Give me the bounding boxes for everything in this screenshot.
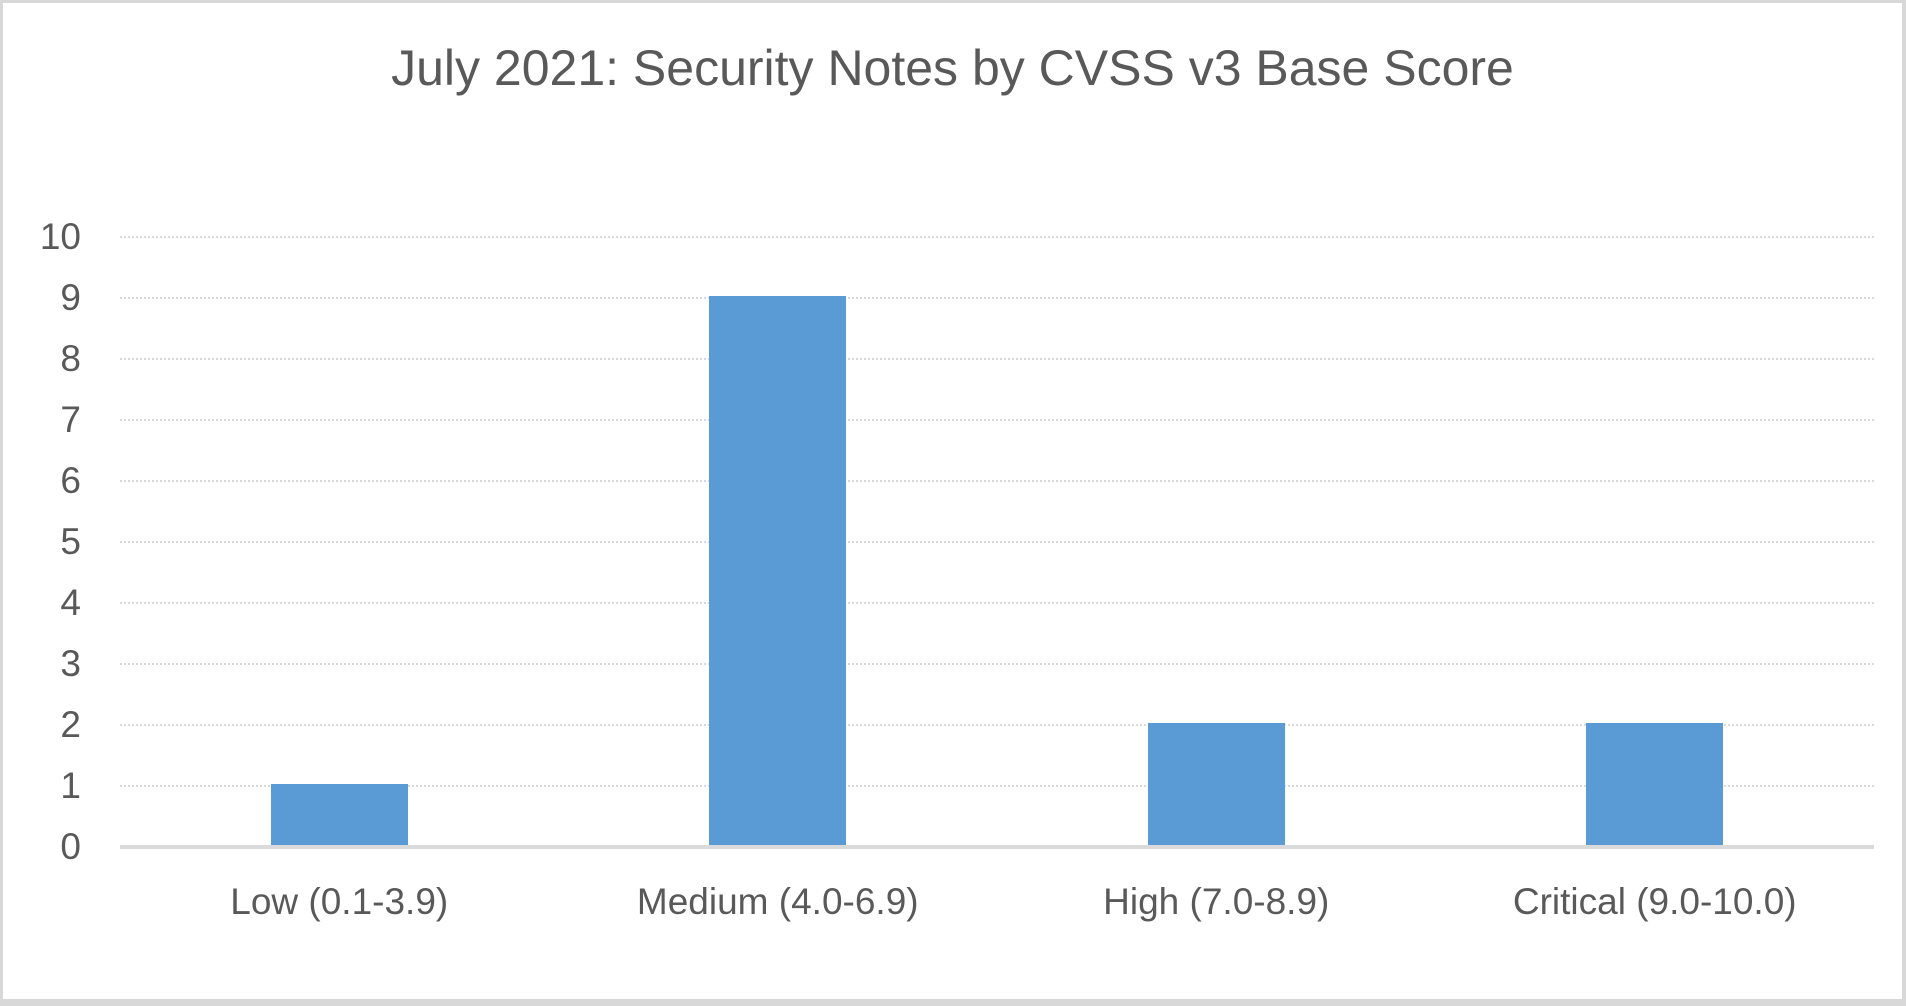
gridline (120, 724, 1874, 726)
gridline (120, 663, 1874, 665)
y-axis-tick-label: 2 (60, 704, 81, 745)
bar (1147, 723, 1285, 845)
x-axis-category-label: Low (0.1-3.9) (230, 881, 449, 922)
y-axis-tick-label: 10 (39, 216, 81, 257)
y-axis-tick-label: 3 (60, 643, 81, 684)
y-axis-tick-label: 6 (60, 460, 81, 501)
bar (270, 784, 408, 845)
gridline (120, 602, 1874, 604)
y-axis-tick-label: 8 (60, 338, 81, 379)
y-axis-tick-label: 9 (60, 277, 81, 318)
y-axis-tick-label: 7 (60, 399, 81, 440)
x-axis-category-label: Critical (9.0-10.0) (1512, 881, 1797, 922)
gridline (120, 297, 1874, 299)
chart-title: July 2021: Security Notes by CVSS v3 Bas… (391, 40, 1514, 96)
x-axis-category-label: Medium (4.0-6.9) (636, 881, 919, 922)
y-axis-tick-label: 0 (60, 826, 81, 867)
x-axis-category-label: High (7.0-8.9) (1103, 881, 1330, 922)
x-axis-line (120, 845, 1874, 849)
plot-area (120, 236, 1874, 849)
gridline (120, 480, 1874, 482)
gridline (120, 419, 1874, 421)
gridline (120, 358, 1874, 360)
bar (1586, 723, 1724, 845)
gridline (120, 541, 1874, 543)
gridline (120, 236, 1874, 238)
y-axis-tick-label: 5 (60, 521, 81, 562)
y-axis-tick-label: 4 (60, 582, 81, 623)
y-axis-tick-label: 1 (60, 765, 81, 806)
bar (709, 296, 847, 845)
gridline (120, 785, 1874, 787)
